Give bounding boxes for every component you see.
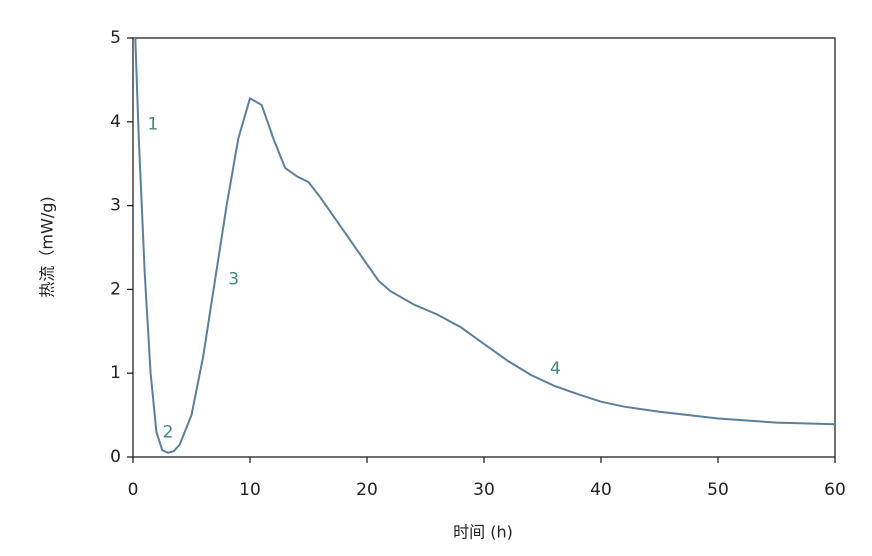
y-axis-label: 热流（mW/g) — [38, 196, 57, 297]
data-line — [134, 37, 836, 454]
x-tick-label: 40 — [590, 480, 612, 500]
annotation: 1 — [147, 114, 158, 134]
y-tick-label: 0 — [110, 447, 121, 467]
x-tick-label: 50 — [707, 480, 729, 500]
x-axis-label: 时间 (h) — [453, 523, 513, 542]
y-tick-label: 3 — [110, 196, 121, 216]
annotation: 2 — [163, 423, 174, 443]
annotation: 4 — [550, 359, 561, 379]
plot-frame — [132, 37, 836, 458]
x-tick-label: 20 — [356, 480, 378, 500]
y-tick-label: 4 — [110, 112, 121, 132]
annotation: 3 — [228, 269, 239, 289]
y-tick-label: 5 — [110, 28, 121, 48]
y-tick-label: 2 — [110, 279, 121, 299]
x-tick-label: 0 — [128, 480, 139, 500]
y-tick-label: 1 — [110, 363, 121, 383]
x-tick-label: 30 — [473, 480, 495, 500]
x-tick-label: 60 — [824, 480, 846, 500]
x-tick-label: 10 — [239, 480, 261, 500]
